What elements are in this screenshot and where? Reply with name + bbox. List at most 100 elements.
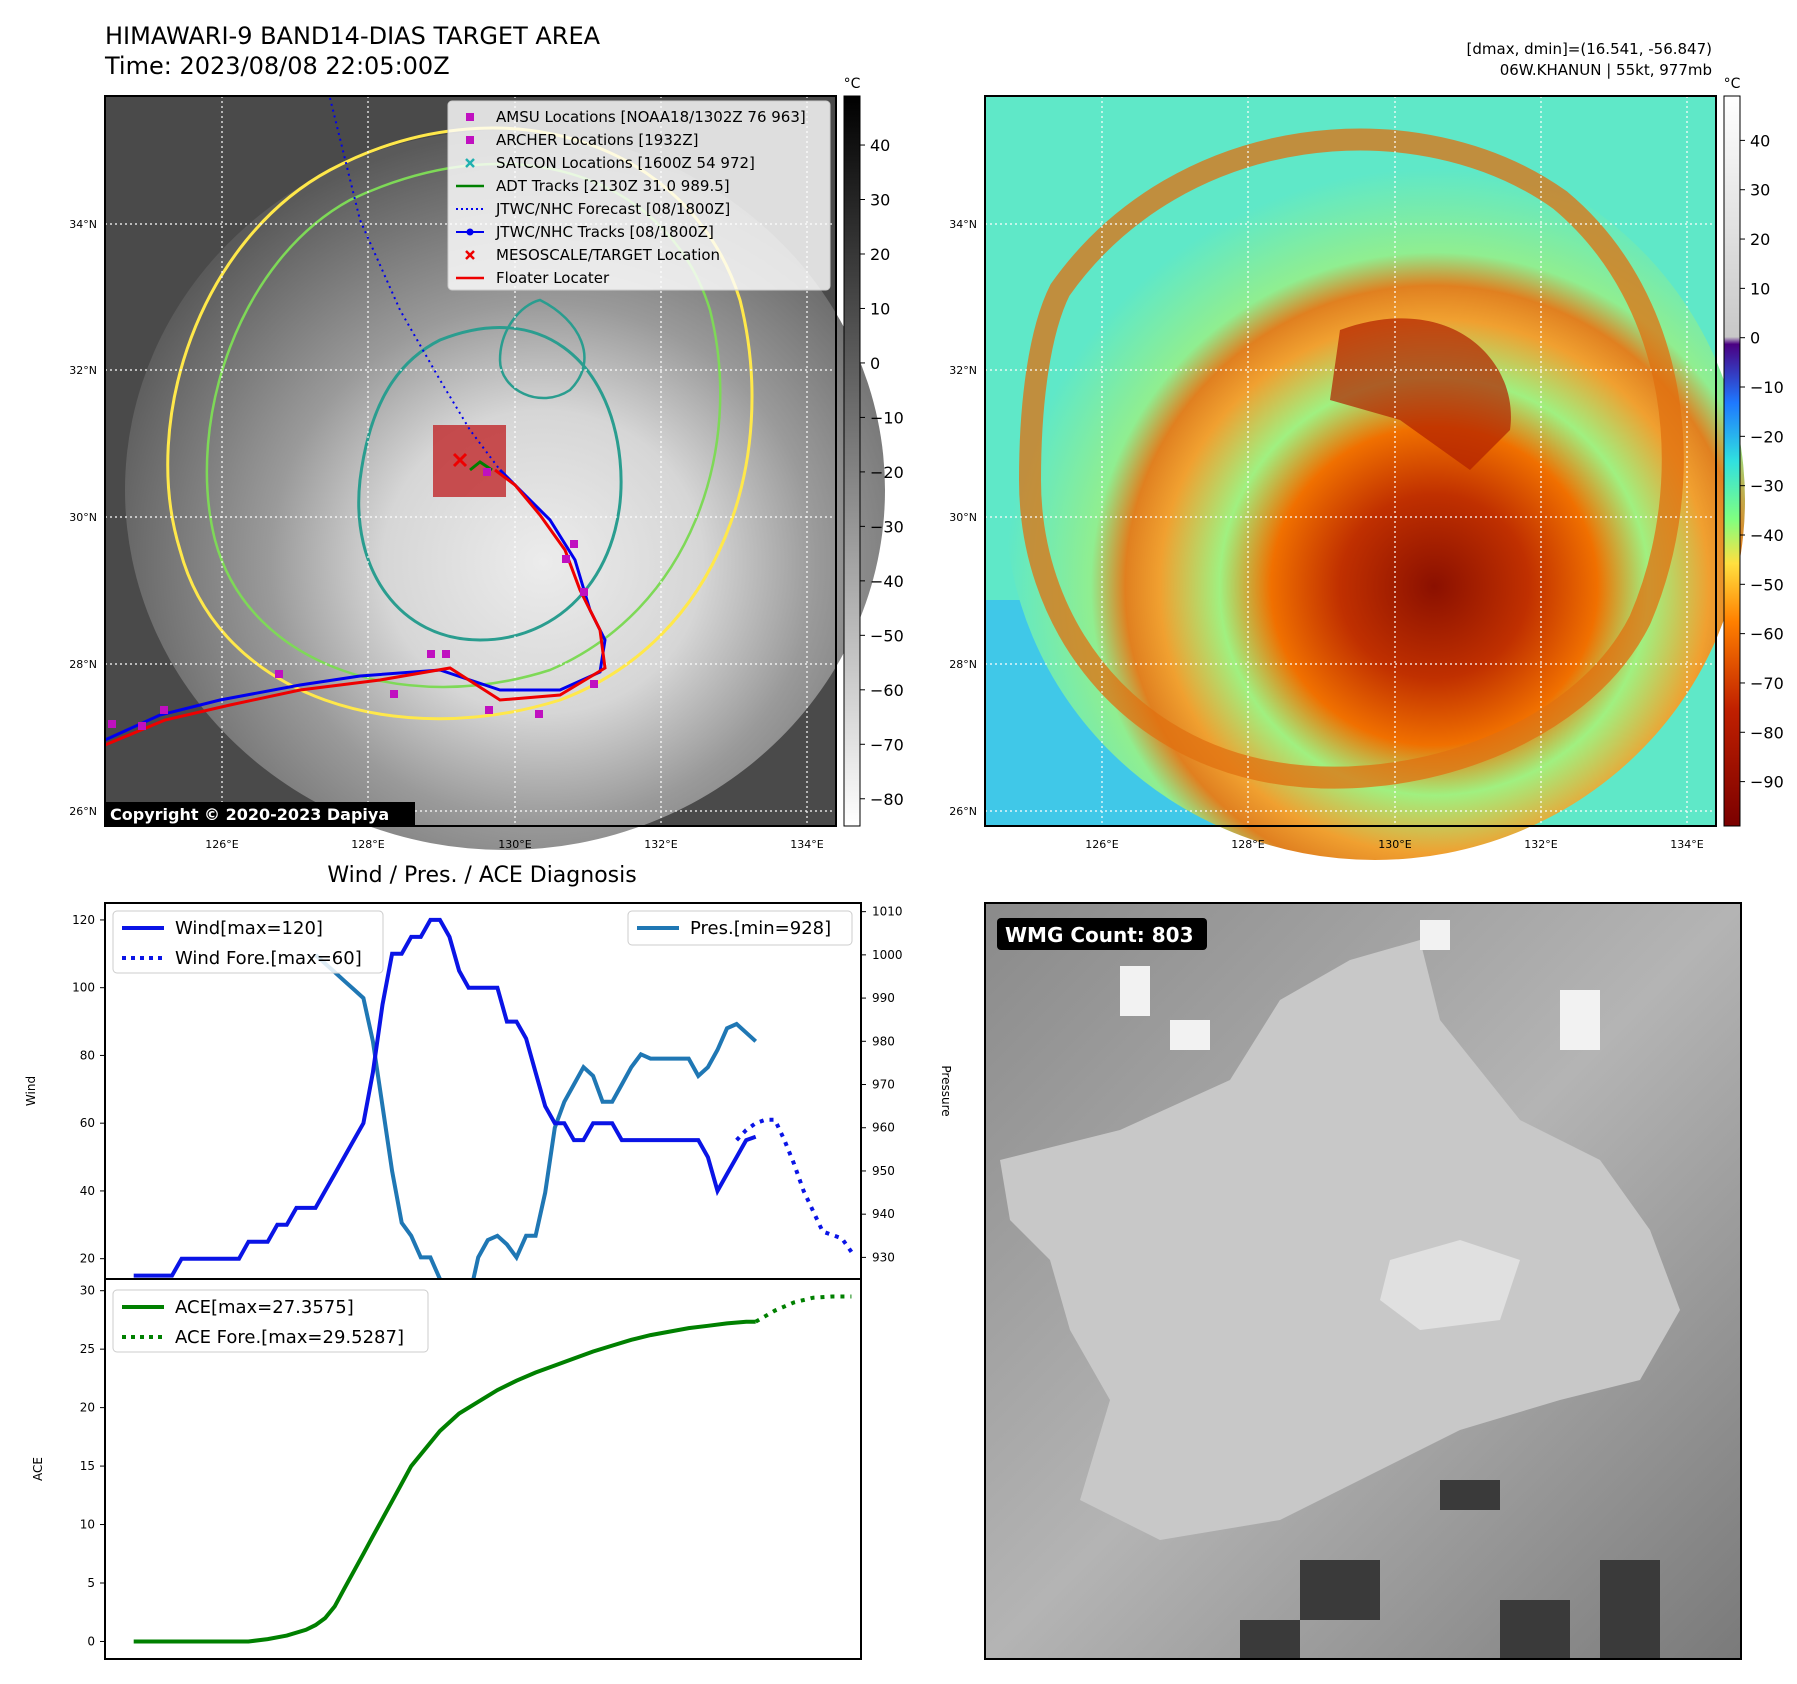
jtwc-forecast-track: [329, 97, 501, 471]
colorbar-tick-label: 30: [870, 191, 890, 210]
ace-y-tick-label: 20: [80, 1401, 95, 1415]
wind-y-tick-label: 100: [72, 981, 95, 995]
colorbar-tick-label: −80: [1750, 723, 1784, 742]
colorbar-tick-label: 0: [1750, 329, 1760, 348]
wind-y-tick-label: 120: [72, 913, 95, 927]
legend-marker-x: [465, 250, 475, 260]
ace-legend: ACE[max=27.3575] ACE Fore.[max=29.5287]: [112, 1289, 429, 1353]
legend-label: ARCHER Locations [1932Z]: [496, 131, 699, 149]
ace-y-tick-label: 30: [80, 1284, 95, 1298]
ace-y-tick-label: 0: [87, 1634, 95, 1648]
colorbar-tick-label: −60: [1750, 625, 1784, 644]
legend-label: AMSU Locations [NOAA18/1302Z 76 963]: [496, 108, 806, 126]
mesoscale-target-marker: [452, 452, 468, 468]
legend-wind-fore-label: Wind Fore.[max=60]: [175, 948, 362, 969]
colorbar-tick-label: −90: [1750, 773, 1784, 792]
legend-label: SATCON Locations [1600Z 54 972]: [496, 154, 755, 172]
ace-axis-label: ACE: [31, 1457, 45, 1481]
colorbar-tick-label: −70: [1750, 674, 1784, 693]
lat-tick-label: 28°N: [949, 658, 977, 671]
colorbar-tick-label: 10: [870, 299, 890, 318]
figure-time: Time: 2023/08/08 22:05:00Z: [104, 52, 450, 80]
lat-tick-label: 26°N: [69, 805, 97, 818]
lon-tick-label: 126°E: [205, 838, 238, 851]
lon-tick-label: 134°E: [790, 838, 823, 851]
legend-wind-label: Wind[max=120]: [175, 918, 323, 939]
color-north-core: [1330, 318, 1511, 470]
mesoscale-target-box: [433, 425, 506, 497]
colorbar-tick-label: 40: [870, 136, 890, 155]
legend-ace-fore-label: ACE Fore.[max=29.5287]: [175, 1327, 404, 1348]
pressure-y-tick-label: 990: [872, 991, 895, 1005]
colorbar-tick-label: −30: [870, 517, 904, 536]
colorbar-tick-label: 40: [1750, 131, 1770, 150]
colorbar-tick-label: 20: [870, 245, 890, 264]
colorbar-tick-label: −10: [870, 408, 904, 427]
series-line-0-0: [133, 917, 757, 1278]
dmax-dmin-text: [dmax, dmin]=(16.541, -56.847): [1467, 40, 1712, 58]
wmg-brightest-patch: [1380, 1240, 1520, 1330]
lon-tick-label: 126°E: [1085, 838, 1118, 851]
lon-tick-label: 130°E: [498, 838, 531, 851]
color-colorbar-unit: °C: [1724, 76, 1741, 92]
wmg-frame: [984, 902, 1742, 1660]
wind-axis-label: Wind: [24, 1076, 38, 1106]
amsu-archer-markers: [108, 468, 598, 730]
ir-map-axis-ticks: 34°N 32°N 30°N 28°N 26°N 126°E 128°E 130°E 132°E…: [69, 218, 824, 851]
colorbar-tick-label: −30: [1750, 477, 1784, 496]
ace-chart: ACE 0 5 10 15 20 25 30 ACE[max=27.3575] ACE Fo…: [31, 1278, 862, 1660]
colorbar-tick-label: −10: [1750, 378, 1784, 397]
ace-y-tick-label: 10: [80, 1518, 95, 1532]
pressure-y-tick-label: 960: [872, 1121, 895, 1135]
colorbar-tick-label: −20: [1750, 427, 1784, 446]
legend-label: ADT Tracks [2130Z 31.0 989.5]: [496, 177, 730, 195]
colorbar-tick-label: −40: [870, 572, 904, 591]
figure-title: HIMAWARI-9 BAND14-DIAS TARGET AREA: [105, 22, 601, 50]
pressure-y-tick-label: 1010: [872, 905, 903, 919]
lon-tick-label: 132°E: [644, 838, 677, 851]
wind-y-ticks: 20 40 60 80 100 120: [72, 913, 105, 1266]
pressure-y-tick-label: 930: [872, 1250, 895, 1264]
ir-map-panel: AMSU Locations [NOAA18/1302Z 76 963] ARCH…: [69, 76, 904, 851]
wmg-count-label: WMG Count: 803: [1005, 923, 1194, 947]
pressure-y-ticks: 930 940 950 960 970 980 990 1000 1010: [861, 905, 903, 1264]
legend-label: JTWC/NHC Forecast [08/1800Z]: [495, 200, 730, 218]
gray-colorbar: [843, 95, 861, 827]
colorbar-tick-label: −50: [1750, 575, 1784, 594]
wmg-bright-region: [1000, 940, 1680, 1540]
pressure-y-tick-label: 940: [872, 1207, 895, 1221]
wmg-panel: WMG Count: 803: [984, 902, 1742, 1660]
copyright-box: [105, 802, 415, 826]
color-colorbar-ticks: 40 30 20 10 0 −10 −20 −30 −40 −50 −60 −70 −80 −90: [1740, 131, 1784, 792]
colorbar-tick-label: −50: [870, 626, 904, 645]
legend-label: MESOSCALE/TARGET Location: [496, 246, 720, 264]
ace-y-tick-label: 5: [87, 1576, 95, 1590]
lat-tick-label: 34°N: [69, 218, 97, 231]
color-outer-band: [1018, 128, 1684, 789]
legend-ace-label: ACE[max=27.3575]: [175, 1297, 354, 1318]
lon-tick-label: 128°E: [1231, 838, 1264, 851]
map-legend: AMSU Locations [NOAA18/1302Z 76 963] ARCH…: [447, 100, 831, 291]
ace-y-tick-label: 25: [80, 1342, 95, 1356]
legend-label: Floater Locater: [496, 269, 610, 287]
lat-tick-label: 32°N: [69, 364, 97, 377]
wind-legend: Wind[max=120] Wind Fore.[max=60]: [112, 910, 384, 974]
ir-map-frame: [104, 95, 837, 827]
legend-label: JTWC/NHC Tracks [08/1800Z]: [495, 223, 714, 241]
copyright-text: Copyright © 2020-2023 Dapiya: [110, 805, 389, 824]
series-line-1-1: [754, 1294, 852, 1324]
wind-y-tick-label: 80: [80, 1048, 95, 1062]
pressure-y-tick-label: 970: [872, 1078, 895, 1092]
legend-marker-square: [466, 113, 474, 121]
color-map-axis-ticks: 34°N 32°N 30°N 28°N 26°N 126°E 128°E 130°E 132°E…: [949, 218, 1704, 851]
wmg-white-patches: [1120, 920, 1600, 1050]
pressure-y-tick-label: 980: [872, 1034, 895, 1048]
lat-tick-label: 34°N: [949, 218, 977, 231]
pressure-axis-label: Pressure: [939, 1065, 953, 1116]
colorbar-tick-label: 20: [1750, 230, 1770, 249]
lat-tick-label: 30°N: [69, 511, 97, 524]
floater-track: [104, 468, 607, 747]
series-line-1-0: [133, 1319, 756, 1644]
pressure-y-tick-label: 1000: [872, 948, 903, 962]
lon-tick-label: 134°E: [1670, 838, 1703, 851]
